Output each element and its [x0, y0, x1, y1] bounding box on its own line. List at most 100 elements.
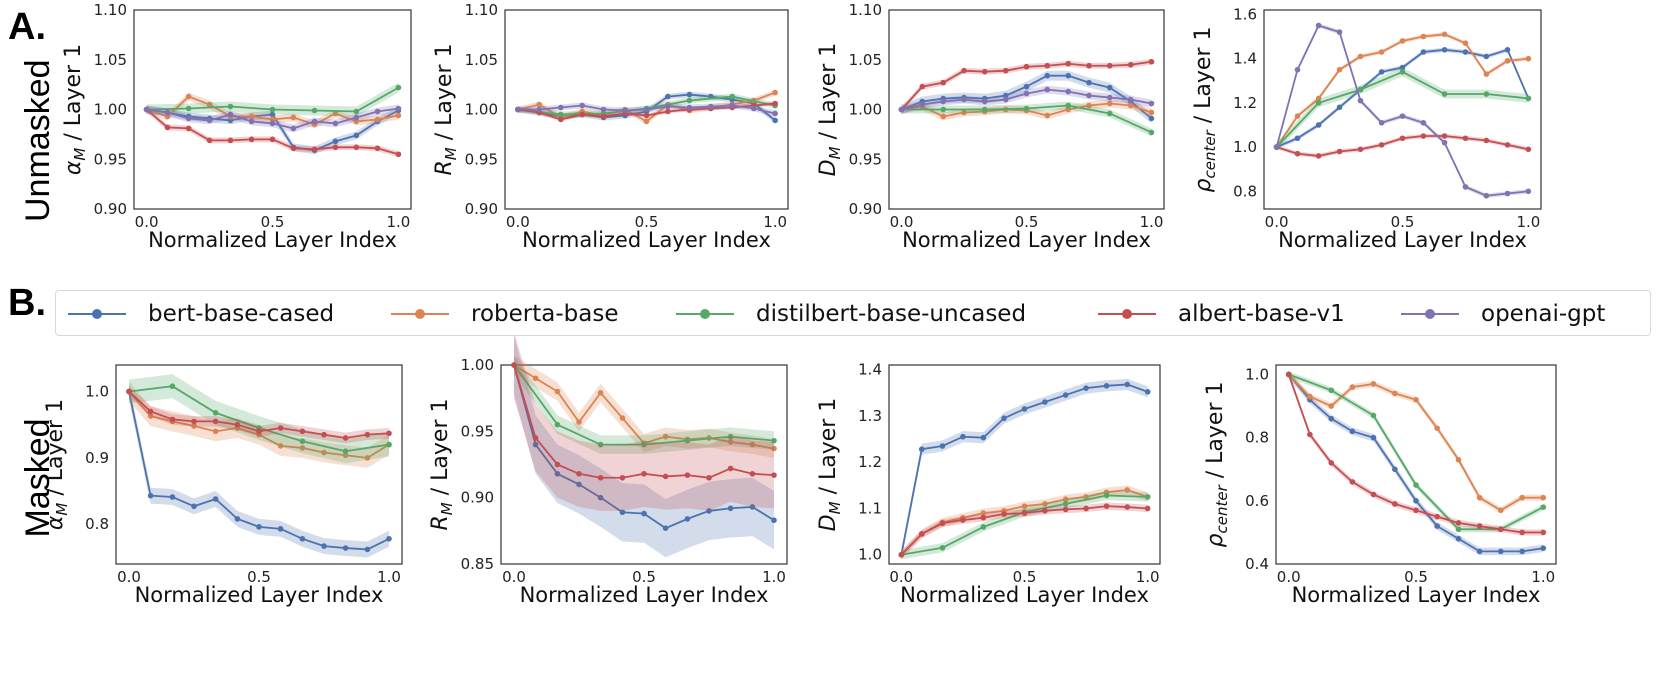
- data-point: [749, 441, 756, 448]
- data-point: [374, 116, 381, 123]
- series-albert-base-v1: [143, 106, 402, 158]
- data-point: [342, 448, 349, 455]
- data-point: [248, 118, 255, 125]
- data-point: [321, 431, 327, 438]
- data-point: [1106, 110, 1113, 117]
- data-point: [1023, 90, 1030, 97]
- confidence-band: [901, 490, 1148, 560]
- y-label-variable: D: [816, 514, 841, 531]
- data-point: [321, 543, 327, 549]
- data-point: [772, 117, 778, 124]
- legend-swatch: [68, 303, 126, 325]
- data-point: [1002, 96, 1009, 103]
- data-point: [212, 409, 219, 416]
- chart-panel-2: 0.90 0.95 1.00 1.05 1.10 0.0 0.5 1.0Normalized …: [432, 1, 789, 252]
- y-tick-label: 1.4: [858, 361, 882, 379]
- data-point: [1483, 137, 1490, 144]
- data-point: [940, 113, 947, 120]
- data-point: [386, 430, 392, 437]
- data-point: [1476, 523, 1483, 529]
- legend-marker: [92, 309, 102, 319]
- data-point: [1042, 501, 1048, 507]
- data-point: [1378, 49, 1385, 55]
- data-point: [554, 421, 561, 428]
- data-point: [1106, 84, 1113, 91]
- data-point: [1065, 106, 1072, 113]
- data-point: [1044, 72, 1051, 79]
- data-point: [1455, 520, 1462, 526]
- data-point: [772, 100, 778, 107]
- data-point: [353, 108, 360, 115]
- y-tick-label: 1.05: [465, 51, 498, 69]
- legend-marker: [1122, 309, 1132, 319]
- data-point: [960, 517, 966, 523]
- data-point: [1002, 92, 1009, 99]
- data-point: [164, 113, 171, 120]
- data-point: [665, 108, 671, 115]
- data-point: [749, 504, 756, 510]
- plot-frame: [500, 364, 788, 565]
- data-point: [706, 474, 712, 481]
- data-point: [277, 526, 284, 532]
- data-point: [641, 441, 647, 448]
- data-point: [643, 112, 650, 119]
- data-point: [1001, 511, 1007, 517]
- data-point: [299, 445, 306, 451]
- data-point: [164, 124, 171, 131]
- y-tick-label: 1.00: [461, 356, 494, 374]
- data-point: [511, 362, 517, 368]
- y-tick-label: 1.10: [94, 1, 127, 19]
- data-point: [980, 524, 987, 530]
- data-point: [771, 437, 777, 444]
- data-point: [353, 132, 360, 139]
- data-point: [1413, 507, 1419, 514]
- data-point: [1307, 431, 1313, 438]
- data-point: [729, 102, 735, 109]
- data-point: [191, 503, 197, 510]
- data-point: [961, 96, 967, 103]
- data-point: [1519, 529, 1525, 536]
- y-tick-label: 0.90: [465, 200, 498, 218]
- data-point: [1148, 109, 1155, 116]
- legend-label: roberta-base: [471, 301, 619, 327]
- data-point: [686, 91, 693, 98]
- data-point: [1525, 188, 1532, 195]
- data-point: [342, 435, 349, 441]
- data-point: [771, 445, 777, 452]
- data-point: [771, 472, 777, 478]
- x-tick-label: 1.0: [1531, 568, 1555, 586]
- row-b-letter: B.: [8, 282, 46, 324]
- data-point: [600, 106, 607, 113]
- data-point: [1357, 53, 1364, 60]
- data-point: [234, 516, 241, 522]
- series-bert-base-cased: [1273, 47, 1532, 150]
- data-point: [206, 137, 213, 144]
- x-tick-label: 0.5: [635, 213, 659, 231]
- data-point: [1392, 466, 1398, 473]
- x-axis-label: Normalized Layer Index: [148, 228, 397, 252]
- data-point: [1525, 55, 1532, 62]
- data-point: [169, 416, 176, 423]
- data-point: [1540, 529, 1547, 536]
- data-point: [386, 535, 392, 542]
- data-point: [1441, 31, 1448, 38]
- data-point: [269, 111, 276, 118]
- data-point: [1124, 504, 1131, 510]
- y-tick-label: 1.0: [85, 383, 109, 401]
- y-tick-label: 1.00: [94, 101, 127, 119]
- data-point: [1540, 504, 1547, 510]
- data-point: [1148, 100, 1155, 107]
- data-point: [1540, 494, 1547, 501]
- data-point: [1148, 129, 1155, 136]
- legend-item-openai-gpt: openai-gpt: [1401, 291, 1605, 337]
- data-point: [1148, 115, 1155, 122]
- confidence-band: [514, 331, 774, 511]
- y-axis-label: ρcenter / Layer 1: [1203, 382, 1231, 548]
- row-a-label: Unmasked: [19, 59, 57, 222]
- data-point: [662, 473, 669, 480]
- data-point: [1023, 105, 1030, 112]
- y-label-variable: ρ: [1203, 533, 1228, 547]
- data-point: [1370, 434, 1377, 441]
